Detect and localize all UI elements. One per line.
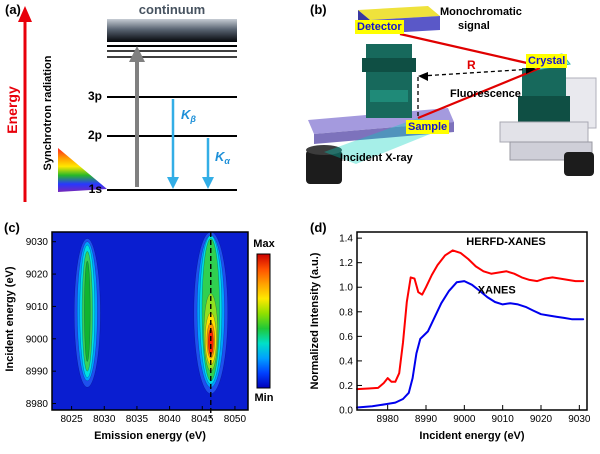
panel-d-label: (d) [310, 220, 327, 235]
x-tick-label: 8035 [126, 414, 149, 425]
colorbar [256, 253, 271, 389]
monochromatic-signal-ray [399, 32, 541, 68]
level-2p-label: 2p [87, 128, 102, 142]
kbeta-label: Kβ [181, 106, 196, 124]
left-motor [306, 150, 342, 184]
kalpha-main: K [215, 149, 225, 164]
absorption-arrowhead [129, 46, 145, 62]
heatmap-frame [51, 231, 249, 411]
detector-tower-stage [362, 58, 416, 72]
synchrotron-radiation-label: Synchrotron radiation [42, 55, 54, 171]
energy-axis-label: Energy [4, 86, 20, 134]
contour-weak-emission-line [84, 260, 91, 362]
x-tick-label: 8050 [224, 414, 247, 425]
heatmap-x-axis-label: Emission energy (eV) [94, 430, 206, 442]
x-tick-label: 8980 [377, 414, 400, 425]
heatmap-y-axis-label: Incident energy (eV) [4, 266, 16, 372]
xanes-frame [356, 231, 588, 411]
right-motor [564, 152, 594, 176]
monochromatic-label-line2: signal [458, 20, 490, 32]
y-tick-label: 1.0 [339, 283, 353, 294]
y-tick-label: 9020 [26, 270, 49, 281]
panel-c-label: (c) [4, 220, 20, 235]
sample-label: Sample [406, 120, 450, 134]
incident-xray-label: Incident X-ray [340, 152, 413, 164]
right-stage-upper [499, 121, 589, 143]
panel-a-label: (a) [5, 2, 21, 17]
x-tick-label: 8040 [158, 414, 181, 425]
x-tick-label: 9030 [568, 414, 591, 425]
kalpha-arrowhead [202, 177, 214, 189]
series-HERFD-XANES [356, 249, 585, 391]
xanes-x-axis-label: Incident energy (eV) [419, 430, 525, 442]
panel-c-heatmap: 8025 8030 8035 8040 8045 8050 8980 8990 9000 9010… [0, 218, 305, 454]
left-motor-cap [306, 145, 342, 155]
y-tick-label: 0.2 [339, 381, 353, 392]
x-tick-label: 8030 [93, 414, 116, 425]
monochromatic-label-line1: Monochromatic [440, 6, 522, 18]
energy-arrowhead [18, 6, 32, 22]
xanes-y-axis-label: Normalized Intensity (a.u.) [309, 252, 321, 390]
kalpha-sub: α [224, 156, 230, 166]
y-tick-label: 1.2 [339, 258, 353, 269]
y-tick-label: 0.0 [339, 406, 353, 417]
level-3p-label: 3p [87, 89, 102, 103]
series-label-HERFD-XANES: HERFD-XANES [466, 236, 545, 248]
y-tick-label: 8990 [26, 367, 49, 378]
panel-a-energy-diagram: (a) Energy Synchrotron radiation continu… [0, 0, 300, 218]
detector-label: Detector [355, 20, 404, 34]
fluorescence-ray [417, 66, 541, 120]
x-tick-label: 8990 [415, 414, 438, 425]
heatmap-plot: 8025 8030 8035 8040 8045 8050 8980 8990 9000 9010… [26, 231, 271, 425]
y-tick-label: 0.6 [339, 332, 353, 343]
series-label-XANES: XANES [478, 284, 516, 296]
xanes-plot: 8980 8990 9000 9010 9020 9030 0.0 0.2 0.4 0.6 0.8 1… [339, 231, 591, 425]
panel-d-xanes: 8980 8990 9000 9010 9020 9030 0.0 0.2 0.4 0.6 0.8 1… [305, 218, 600, 454]
continuum-band [107, 19, 237, 42]
colorbar-min-label: Min [254, 392, 274, 404]
setup-graphics [306, 6, 597, 184]
x-tick-label: 8025 [60, 414, 83, 425]
detector-housing-top [358, 6, 440, 20]
series-XANES [356, 280, 585, 409]
radius-dashed-line [420, 68, 534, 77]
detector-tower-clamp [370, 90, 408, 102]
level-1s-label: 1s [88, 182, 102, 196]
kbeta-main: K [181, 107, 191, 122]
x-tick-label: 9000 [453, 414, 476, 425]
y-tick-label: 9000 [26, 334, 49, 345]
x-tick-label: 8045 [191, 414, 214, 425]
y-tick-label: 0.8 [339, 307, 353, 318]
continuum-label: continuum [138, 2, 206, 17]
radius-arrowhead-left [418, 72, 428, 81]
fluorescence-label: Fluorescence [450, 88, 521, 100]
colorbar-max-label: Max [253, 238, 275, 250]
synchrotron-beam [58, 148, 107, 192]
y-tick-label: 9030 [26, 237, 49, 248]
x-tick-label: 9010 [492, 414, 515, 425]
y-tick-label: 8980 [26, 399, 49, 410]
panel-b-label: (b) [310, 2, 327, 17]
y-tick-label: 0.4 [339, 356, 353, 367]
x-tick-label: 9020 [530, 414, 553, 425]
y-tick-label: 1.4 [339, 234, 353, 245]
crystal-label: Crystal [526, 54, 568, 68]
y-tick-label: 9010 [26, 302, 49, 313]
kbeta-arrowhead [167, 177, 179, 189]
radius-label: R [467, 58, 476, 72]
energy-diagram-graphics [18, 6, 237, 202]
detector-tower [366, 44, 412, 118]
kbeta-sub: β [190, 114, 196, 124]
kalpha-label: Kα [215, 148, 230, 166]
crystal-tower-base [518, 96, 570, 122]
panel-b-setup: (b) Detector Monochromatic signal Crysta… [300, 0, 600, 218]
